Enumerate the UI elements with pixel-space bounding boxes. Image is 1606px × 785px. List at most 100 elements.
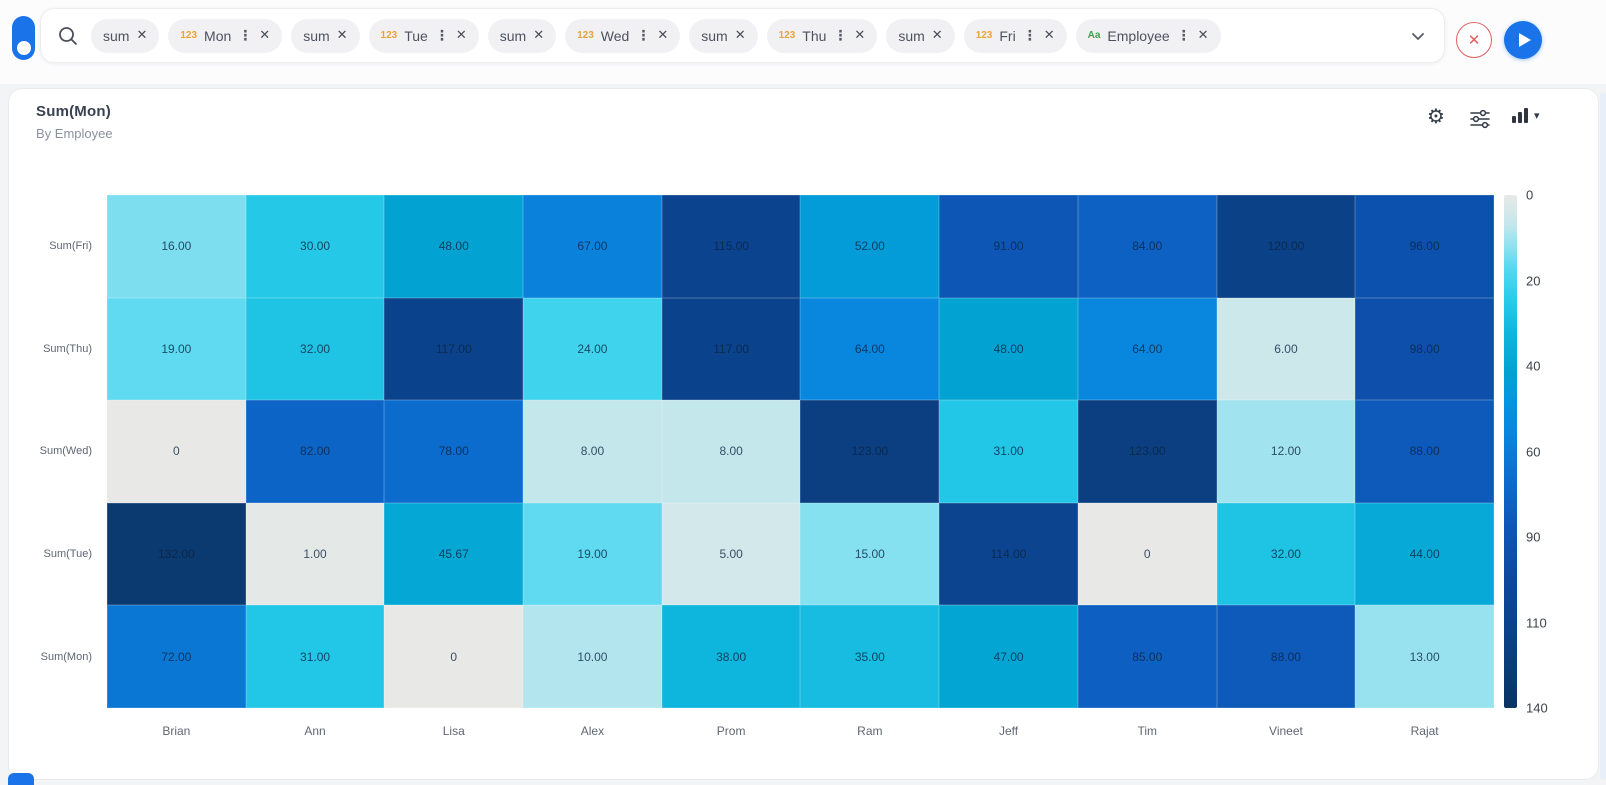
filter-chip-tue[interactable]: 123 Tue ⋮ ✕ <box>368 18 479 53</box>
chart-type-selector[interactable]: ▾ <box>1510 105 1550 125</box>
search-bar[interactable]: sum ✕ 123 Mon ⋮ ✕ sum ✕ 123 Tue ⋮ ✕ sum ✕ 123 Wed ⋮ ✕ sum ✕… <box>40 8 1445 63</box>
right-edge-strip <box>1600 92 1606 780</box>
heatmap-cell[interactable]: 0 <box>107 400 246 503</box>
filter-chip-sum[interactable]: sum ✕ <box>291 18 360 53</box>
heatmap-cell[interactable]: 67.00 <box>523 195 662 298</box>
chip-menu-icon[interactable]: ⋮ <box>1022 27 1037 44</box>
heatmap-cell[interactable]: 91.00 <box>939 195 1078 298</box>
x-axis-label: Vineet <box>1269 724 1303 738</box>
heatmap-cell[interactable]: 52.00 <box>800 195 940 298</box>
heatmap-cell[interactable]: 19.00 <box>107 297 246 401</box>
x-axis-label: Ram <box>857 724 883 738</box>
heatmap-cell[interactable]: 84.00 <box>1077 195 1217 298</box>
heatmap-cell[interactable]: 38.00 <box>661 605 801 708</box>
filter-chip-sum[interactable]: sum ✕ <box>487 18 557 53</box>
chip-remove-icon[interactable]: ✕ <box>657 28 669 43</box>
chip-remove-icon[interactable]: ✕ <box>1197 28 1209 43</box>
x-axis-label: Alex <box>580 724 605 738</box>
heatmap-cell[interactable]: 0 <box>1077 502 1217 606</box>
heatmap-cell[interactable]: 64.00 <box>1077 297 1217 401</box>
heatmap-cell[interactable]: 72.00 <box>107 605 246 708</box>
heatmap-cell[interactable]: 123.00 <box>800 400 940 503</box>
chip-remove-icon[interactable]: ✕ <box>734 28 746 43</box>
cancel-button[interactable]: ✕ <box>1456 22 1492 58</box>
chip-remove-icon[interactable]: ✕ <box>931 28 943 43</box>
heatmap-cell[interactable]: 1.00 <box>245 502 385 606</box>
chip-remove-icon[interactable]: ✕ <box>533 28 545 43</box>
heatmap-cell[interactable]: 48.00 <box>384 195 524 298</box>
chip-type-icon: 123 <box>778 30 796 41</box>
chip-remove-icon[interactable]: ✕ <box>455 28 467 43</box>
filter-chip-fri[interactable]: 123 Fri ⋮ ✕ <box>963 18 1067 53</box>
row-label: Sum(Fri) <box>49 240 92 253</box>
heatmap-cell[interactable]: 16.00 <box>107 195 246 298</box>
heatmap-cell[interactable]: 47.00 <box>939 605 1078 708</box>
heatmap-cell[interactable]: 15.00 <box>800 502 940 606</box>
heatmap-cell[interactable]: 32.00 <box>1216 502 1356 606</box>
heatmap-cell[interactable]: 117.00 <box>661 297 801 401</box>
search-icon <box>57 25 79 47</box>
chip-remove-icon[interactable]: ✕ <box>259 28 271 43</box>
chip-menu-icon[interactable]: ⋮ <box>238 27 253 44</box>
heatmap-cell[interactable]: 123.00 <box>1077 400 1217 503</box>
heatmap-cell[interactable]: 10.00 <box>523 605 662 708</box>
chip-type-icon: Aa <box>1087 30 1101 41</box>
heatmap-cell[interactable]: 114.00 <box>939 502 1078 606</box>
heatmap-cell[interactable]: 32.00 <box>245 297 385 401</box>
heatmap-cell[interactable]: 115.00 <box>661 195 801 298</box>
heatmap-cell[interactable]: 31.00 <box>245 605 385 708</box>
chip-type-icon: 123 <box>380 30 398 41</box>
app-logo[interactable] <box>12 16 35 60</box>
heatmap-cell[interactable]: 8.00 <box>661 400 801 503</box>
heatmap-cell[interactable]: 88.00 <box>1216 605 1356 708</box>
chip-menu-icon[interactable]: ⋮ <box>636 27 651 44</box>
heatmap-cell[interactable]: 24.00 <box>523 297 662 401</box>
chip-menu-icon[interactable]: ⋮ <box>833 27 848 44</box>
heatmap-cell[interactable]: 88.00 <box>1355 400 1494 503</box>
heatmap-cell[interactable]: 132.00 <box>107 502 246 606</box>
chip-remove-icon[interactable]: ✕ <box>1043 28 1055 43</box>
filter-chip-employee[interactable]: Aa Employee ⋮ ✕ <box>1075 18 1221 53</box>
heatmap-cell[interactable]: 30.00 <box>245 195 385 298</box>
filter-chip-sum[interactable]: sum ✕ <box>886 18 955 53</box>
next-element-peek[interactable] <box>8 773 34 785</box>
heatmap-cell[interactable]: 31.00 <box>939 400 1078 503</box>
heatmap-cell[interactable]: 6.00 <box>1216 297 1356 401</box>
filter-chip-thu[interactable]: 123 Thu ⋮ ✕ <box>766 18 878 53</box>
heatmap-cell[interactable]: 19.00 <box>523 502 662 606</box>
chip-remove-icon[interactable]: ✕ <box>336 28 348 43</box>
heatmap-cell[interactable]: 13.00 <box>1355 605 1494 708</box>
filter-sliders-icon[interactable] <box>1468 107 1492 131</box>
heatmap-cell[interactable]: 78.00 <box>384 400 524 503</box>
heatmap-cell[interactable]: 85.00 <box>1077 605 1217 708</box>
heatmap-cell[interactable]: 5.00 <box>661 502 801 606</box>
chip-remove-icon[interactable]: ✕ <box>854 28 866 43</box>
heatmap-cell[interactable]: 35.00 <box>800 605 940 708</box>
chip-label: Tue <box>404 27 428 44</box>
run-button[interactable] <box>1504 21 1542 59</box>
heatmap-cell[interactable]: 48.00 <box>939 297 1078 401</box>
x-axis-label: Ann <box>304 724 326 738</box>
filter-chip-wed[interactable]: 123 Wed ⋮ ✕ <box>565 18 681 53</box>
heatmap-cell[interactable]: 64.00 <box>800 297 940 401</box>
heatmap-cell[interactable]: 120.00 <box>1216 195 1356 298</box>
heatmap-cell[interactable]: 98.00 <box>1355 297 1494 401</box>
filter-chip-sum[interactable]: sum ✕ <box>689 18 758 53</box>
heatmap-cell[interactable]: 12.00 <box>1216 400 1356 503</box>
heatmap-cell[interactable]: 82.00 <box>245 400 385 503</box>
heatmap-cell[interactable]: 45.67 <box>384 502 524 606</box>
heatmap-cell[interactable]: 0 <box>384 605 524 708</box>
heatmap-cell[interactable]: 8.00 <box>523 400 662 503</box>
heatmap-cell[interactable]: 117.00 <box>384 297 524 401</box>
collapse-chevron-icon[interactable] <box>1408 26 1428 46</box>
chip-menu-icon[interactable]: ⋮ <box>1176 27 1191 44</box>
filter-chip-sum[interactable]: sum ✕ <box>91 18 160 53</box>
chip-remove-icon[interactable]: ✕ <box>136 28 148 43</box>
color-scale-tick: 40 <box>1526 358 1541 374</box>
heatmap-cell[interactable]: 44.00 <box>1355 502 1494 606</box>
chip-menu-icon[interactable]: ⋮ <box>434 27 449 44</box>
settings-gear-icon[interactable]: ⚙ <box>1427 104 1445 128</box>
filter-chip-mon[interactable]: 123 Mon ⋮ ✕ <box>168 18 283 53</box>
heatmap-cell[interactable]: 96.00 <box>1355 195 1494 298</box>
x-axis-label: Tim <box>1137 724 1158 738</box>
